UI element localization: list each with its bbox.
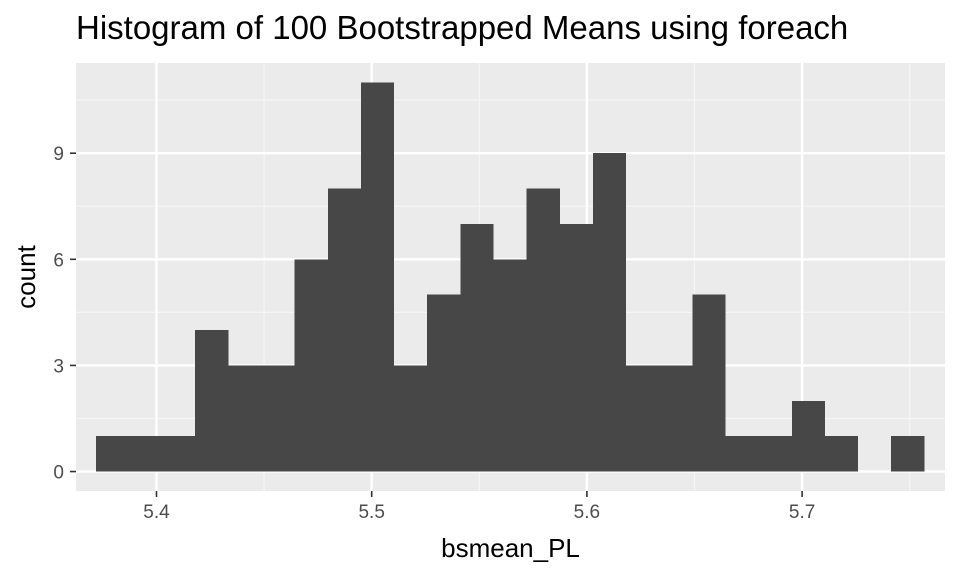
- histogram-bar: [659, 365, 693, 472]
- histogram-bar: [725, 436, 759, 472]
- histogram-bar: [559, 223, 593, 472]
- histogram-bar: [626, 365, 660, 472]
- histogram-bar: [360, 82, 395, 472]
- histogram-bar: [195, 330, 229, 472]
- y-tick-label: 3: [53, 356, 64, 377]
- histogram-bar: [228, 365, 262, 472]
- y-axis-ticks: 0 3 6 9: [53, 144, 76, 484]
- x-tick-label: 5.7: [789, 502, 815, 523]
- histogram-bar: [327, 188, 361, 472]
- histogram-bar: [162, 436, 196, 472]
- histogram-bar: [427, 294, 461, 472]
- histogram-bar: [460, 223, 494, 472]
- histogram-bar: [824, 436, 859, 472]
- x-axis-title: bsmean_PL: [441, 533, 580, 563]
- y-tick-label: 6: [53, 250, 64, 271]
- histogram-bars: [95, 82, 925, 472]
- y-axis-title: count: [11, 244, 41, 308]
- histogram-bar: [95, 436, 129, 472]
- x-tick-label: 5.4: [143, 502, 170, 523]
- histogram-bar: [394, 365, 428, 472]
- histogram-bar: [526, 188, 560, 472]
- histogram-bar: [294, 259, 328, 472]
- y-tick-label: 0: [53, 463, 64, 484]
- histogram-bar: [261, 365, 295, 472]
- chart-title: Histogram of 100 Bootstrapped Means usin…: [76, 9, 848, 46]
- x-tick-label: 5.6: [574, 502, 600, 523]
- histogram-bar: [692, 294, 726, 472]
- histogram-bar: [758, 436, 792, 472]
- histogram-bar: [128, 436, 163, 472]
- histogram-bar: [791, 400, 825, 472]
- y-tick-label: 9: [53, 144, 64, 165]
- histogram-bar: [891, 436, 925, 472]
- x-tick-label: 5.5: [358, 502, 384, 523]
- histogram-bar: [493, 259, 527, 472]
- histogram-bar: [592, 153, 627, 472]
- x-axis-ticks: 5.4 5.5 5.6 5.7: [143, 491, 815, 523]
